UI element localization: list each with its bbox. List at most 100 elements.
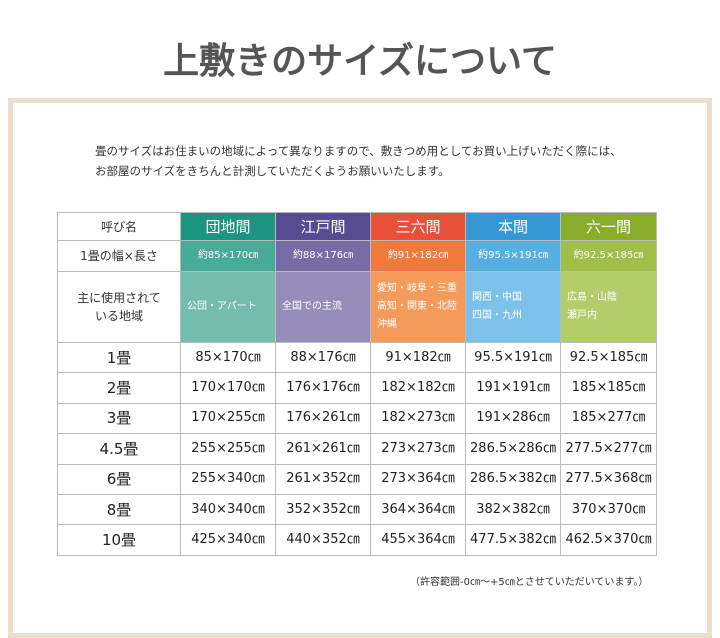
row-label: 主に使用されて いる地域 [57,272,181,343]
cell-text: 477.5×382㎝ [470,532,556,548]
cell-text: 高知・関東・北陸 [377,301,457,312]
data-cell: 273×364㎝ [371,464,466,495]
row-label: 2畳 [57,373,181,404]
data-cell: 191×191㎝ [466,373,561,404]
cell-text: 95.5×191㎝ [474,349,552,365]
cell-text: 462.5×370㎝ [565,532,652,548]
cell-text: 455×364㎝ [381,532,455,548]
page: 上敷きのサイズについて 畳のサイズはお住まいの地域によって異なりますので、敷きつ… [8,40,712,638]
data-cell: 255×255㎝ [181,434,276,465]
data-cell: 170×255㎝ [181,403,276,435]
cell-text: 91×182㎝ [385,349,451,365]
cell-text: 公団・アパート [187,301,257,312]
region-cell: 全国での主流 [276,272,371,343]
cell-text: 瀬戸内 [567,310,597,321]
data-cell: 91×182㎝ [371,343,466,374]
column-header: 六一間 [561,212,657,241]
cell-text: 176×176㎝ [286,380,360,396]
column-header: 団地間 [181,212,276,241]
cell-text: 382×382㎝ [476,501,550,517]
cell-text: 主に使用されて [77,291,161,305]
cell-text: 255×255㎝ [191,440,265,456]
data-cell: 255×340㎝ [181,464,276,495]
cell-text: 10畳 [101,531,137,550]
cell-text: 団地間 [205,217,251,236]
cell-text: 1畳 [106,348,132,367]
cell-text: 4.5畳 [99,439,139,458]
size-cell: 約85×170㎝ [181,241,276,272]
data-cell: 261×352㎝ [276,464,371,495]
data-cell: 286.5×382㎝ [466,464,561,495]
data-cell: 185×277㎝ [561,403,657,435]
row-label: 1畳 [57,343,181,374]
cell-text: 340×340㎝ [191,501,265,517]
cell-text: 2畳 [106,379,132,398]
cell-text: 沖縄 [377,319,397,330]
cell-text: 170×170㎝ [191,380,265,396]
data-cell: 455×364㎝ [371,525,466,556]
data-cell: 352×352㎝ [276,495,371,526]
cell-text: 85×170㎝ [195,349,261,365]
cell-text: 約95.5×191㎝ [478,250,548,261]
row-label: 8畳 [57,495,181,526]
data-cell: 340×340㎝ [181,495,276,526]
size-cell: 約95.5×191㎝ [466,241,561,272]
size-cell: 約92.5×185㎝ [561,241,657,272]
cell-text: 三六間 [395,217,441,236]
data-cell: 370×370㎝ [561,495,657,526]
row-label: 3畳 [57,403,181,435]
data-cell: 462.5×370㎝ [561,525,657,556]
cell-text: 273×364㎝ [381,471,455,487]
data-cell: 286.5×286㎝ [466,434,561,465]
cell-text: いる地域 [94,309,143,323]
region-cell: 愛知・岐阜・三重 高知・関東・北陸 沖縄 [371,272,466,343]
cell-text: 286.5×382㎝ [470,471,556,487]
cell-text: 277.5×368㎝ [565,471,652,487]
cell-text: 261×261㎝ [286,440,360,456]
cell-text: 約88×176㎝ [292,250,354,261]
cell-text: 四国・九州 [472,310,522,321]
data-cell: 182×182㎝ [371,373,466,404]
cell-text: 本間 [497,217,528,236]
cell-text: 六一間 [585,217,631,236]
cell-text: 全国での主流 [282,301,342,312]
cell-text: 広島・山陰 [567,292,617,303]
cell-text: 愛知・岐阜・三重 [377,283,457,294]
cell-text: 370×370㎝ [571,501,646,517]
data-cell: 176×261㎝ [276,403,371,435]
row-label: 1畳の幅×長さ [57,241,181,272]
cell-text: 182×182㎝ [381,380,455,396]
cell-text: 425×340㎝ [191,532,265,548]
column-header: 江戸間 [276,212,371,241]
data-cell: 277.5×368㎝ [561,464,657,495]
cell-text: 約92.5×185㎝ [573,250,644,261]
cell-text: 261×352㎝ [286,471,360,487]
title: 上敷きのサイズについて [163,40,557,82]
cell-text: 3畳 [106,409,132,428]
cell-text: 6畳 [106,470,132,489]
row-label: 6畳 [57,464,181,495]
data-cell: 88×176㎝ [276,343,371,374]
row-label: 10畳 [57,525,181,556]
cell-text: 364×364㎝ [381,501,455,517]
row-label: 4.5畳 [57,434,181,465]
intro-line: 畳のサイズはお住まいの地域によって異なりますので、敷きつめ用としてお買い上げいた… [95,144,622,158]
region-cell: 公団・アパート [181,272,276,343]
data-cell: 382×382㎝ [466,495,561,526]
cell-text: 440×352㎝ [286,532,360,548]
data-cell: 277.5×277㎝ [561,434,657,465]
cell-text: 185×277㎝ [571,410,646,426]
data-cell: 261×261㎝ [276,434,371,465]
cell-text: 江戸間 [300,217,346,236]
data-cell: 191×286㎝ [466,403,561,435]
cell-text: 約85×170㎝ [197,250,259,261]
region-cell: 広島・山陰 瀬戸内 [561,272,657,343]
cell-text: 1畳の幅×長さ [80,249,158,263]
note: （許容範囲-0㎝～+5㎝とさせていただいています。） [410,577,649,588]
data-cell: 92.5×185㎝ [561,343,657,374]
cell-text: 277.5×277㎝ [565,440,652,456]
data-cell: 185×185㎝ [561,373,657,404]
column-header: 本間 [466,212,561,241]
corner-cell: 呼び名 [57,212,181,241]
data-cell: 176×176㎝ [276,373,371,404]
